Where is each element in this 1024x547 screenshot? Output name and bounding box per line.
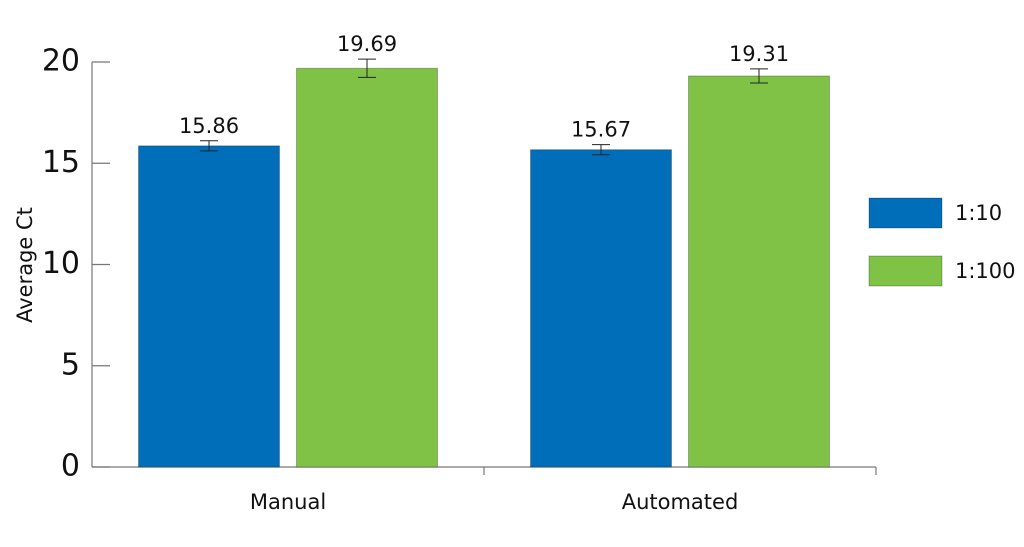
y-tick-label: 10 bbox=[42, 246, 80, 281]
y-axis-label: Average Ct bbox=[13, 207, 37, 323]
y-tick-label: 15 bbox=[42, 145, 80, 180]
bar bbox=[688, 75, 830, 468]
y-tick-label: 5 bbox=[61, 347, 80, 382]
error-bar bbox=[358, 58, 376, 78]
value-label: 19.31 bbox=[729, 42, 789, 66]
y-tick-label: 0 bbox=[61, 449, 80, 484]
bar bbox=[138, 145, 280, 468]
bar bbox=[296, 67, 438, 468]
value-label: 19.69 bbox=[337, 32, 397, 56]
value-label: 15.67 bbox=[571, 118, 631, 142]
legend-swatch bbox=[868, 197, 943, 229]
x-tick-label: Manual bbox=[250, 490, 326, 514]
bar bbox=[530, 149, 672, 468]
legend-swatch bbox=[868, 255, 943, 287]
legend-label: 1:100 bbox=[955, 259, 1016, 283]
y-tick-label: 20 bbox=[42, 44, 80, 79]
value-label: 15.86 bbox=[179, 114, 239, 138]
error-bar bbox=[592, 144, 610, 156]
x-tick-label: Automated bbox=[622, 490, 739, 514]
legend-label: 1:10 bbox=[955, 201, 1002, 225]
error-bar bbox=[750, 68, 768, 84]
error-bar bbox=[200, 140, 218, 152]
